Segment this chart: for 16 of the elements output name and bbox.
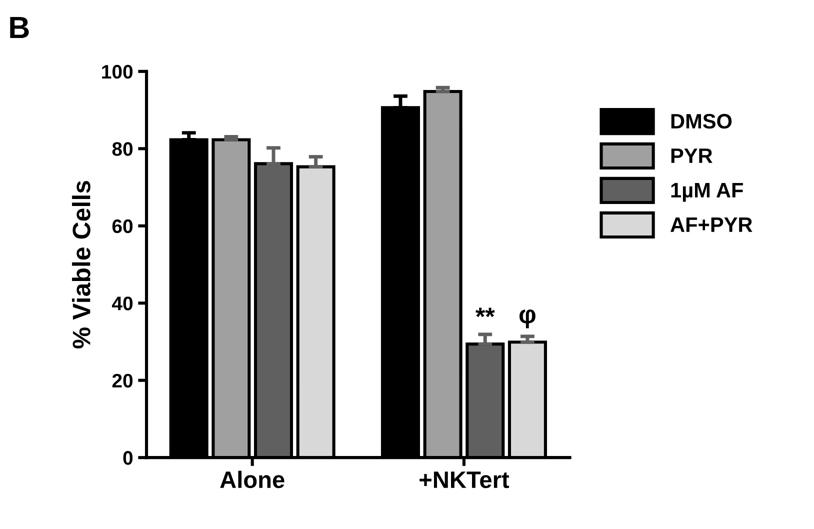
y-tick-label: 80 (112, 142, 133, 156)
x-tick-label: Alone (220, 470, 284, 488)
y-tick-label: 100 (102, 64, 133, 79)
chart-title: B (10, 16, 29, 38)
y-tick-label: 40 (112, 296, 133, 310)
annotation: φ (520, 310, 536, 328)
legend-label: AF+PYR (670, 218, 752, 232)
legend-label: DMSO (671, 114, 732, 129)
legend-label: PYR (671, 148, 712, 163)
y-tick-label: 0 (123, 451, 133, 465)
x-tick-label: +NKTert (420, 472, 510, 488)
y-tick-label: 20 (112, 374, 133, 388)
y-axis-title: % Viable Cells (72, 180, 90, 348)
y-tick-label: 60 (112, 219, 133, 234)
annotation: ** (475, 308, 495, 318)
legend-label: 1µM AF (671, 183, 743, 202)
